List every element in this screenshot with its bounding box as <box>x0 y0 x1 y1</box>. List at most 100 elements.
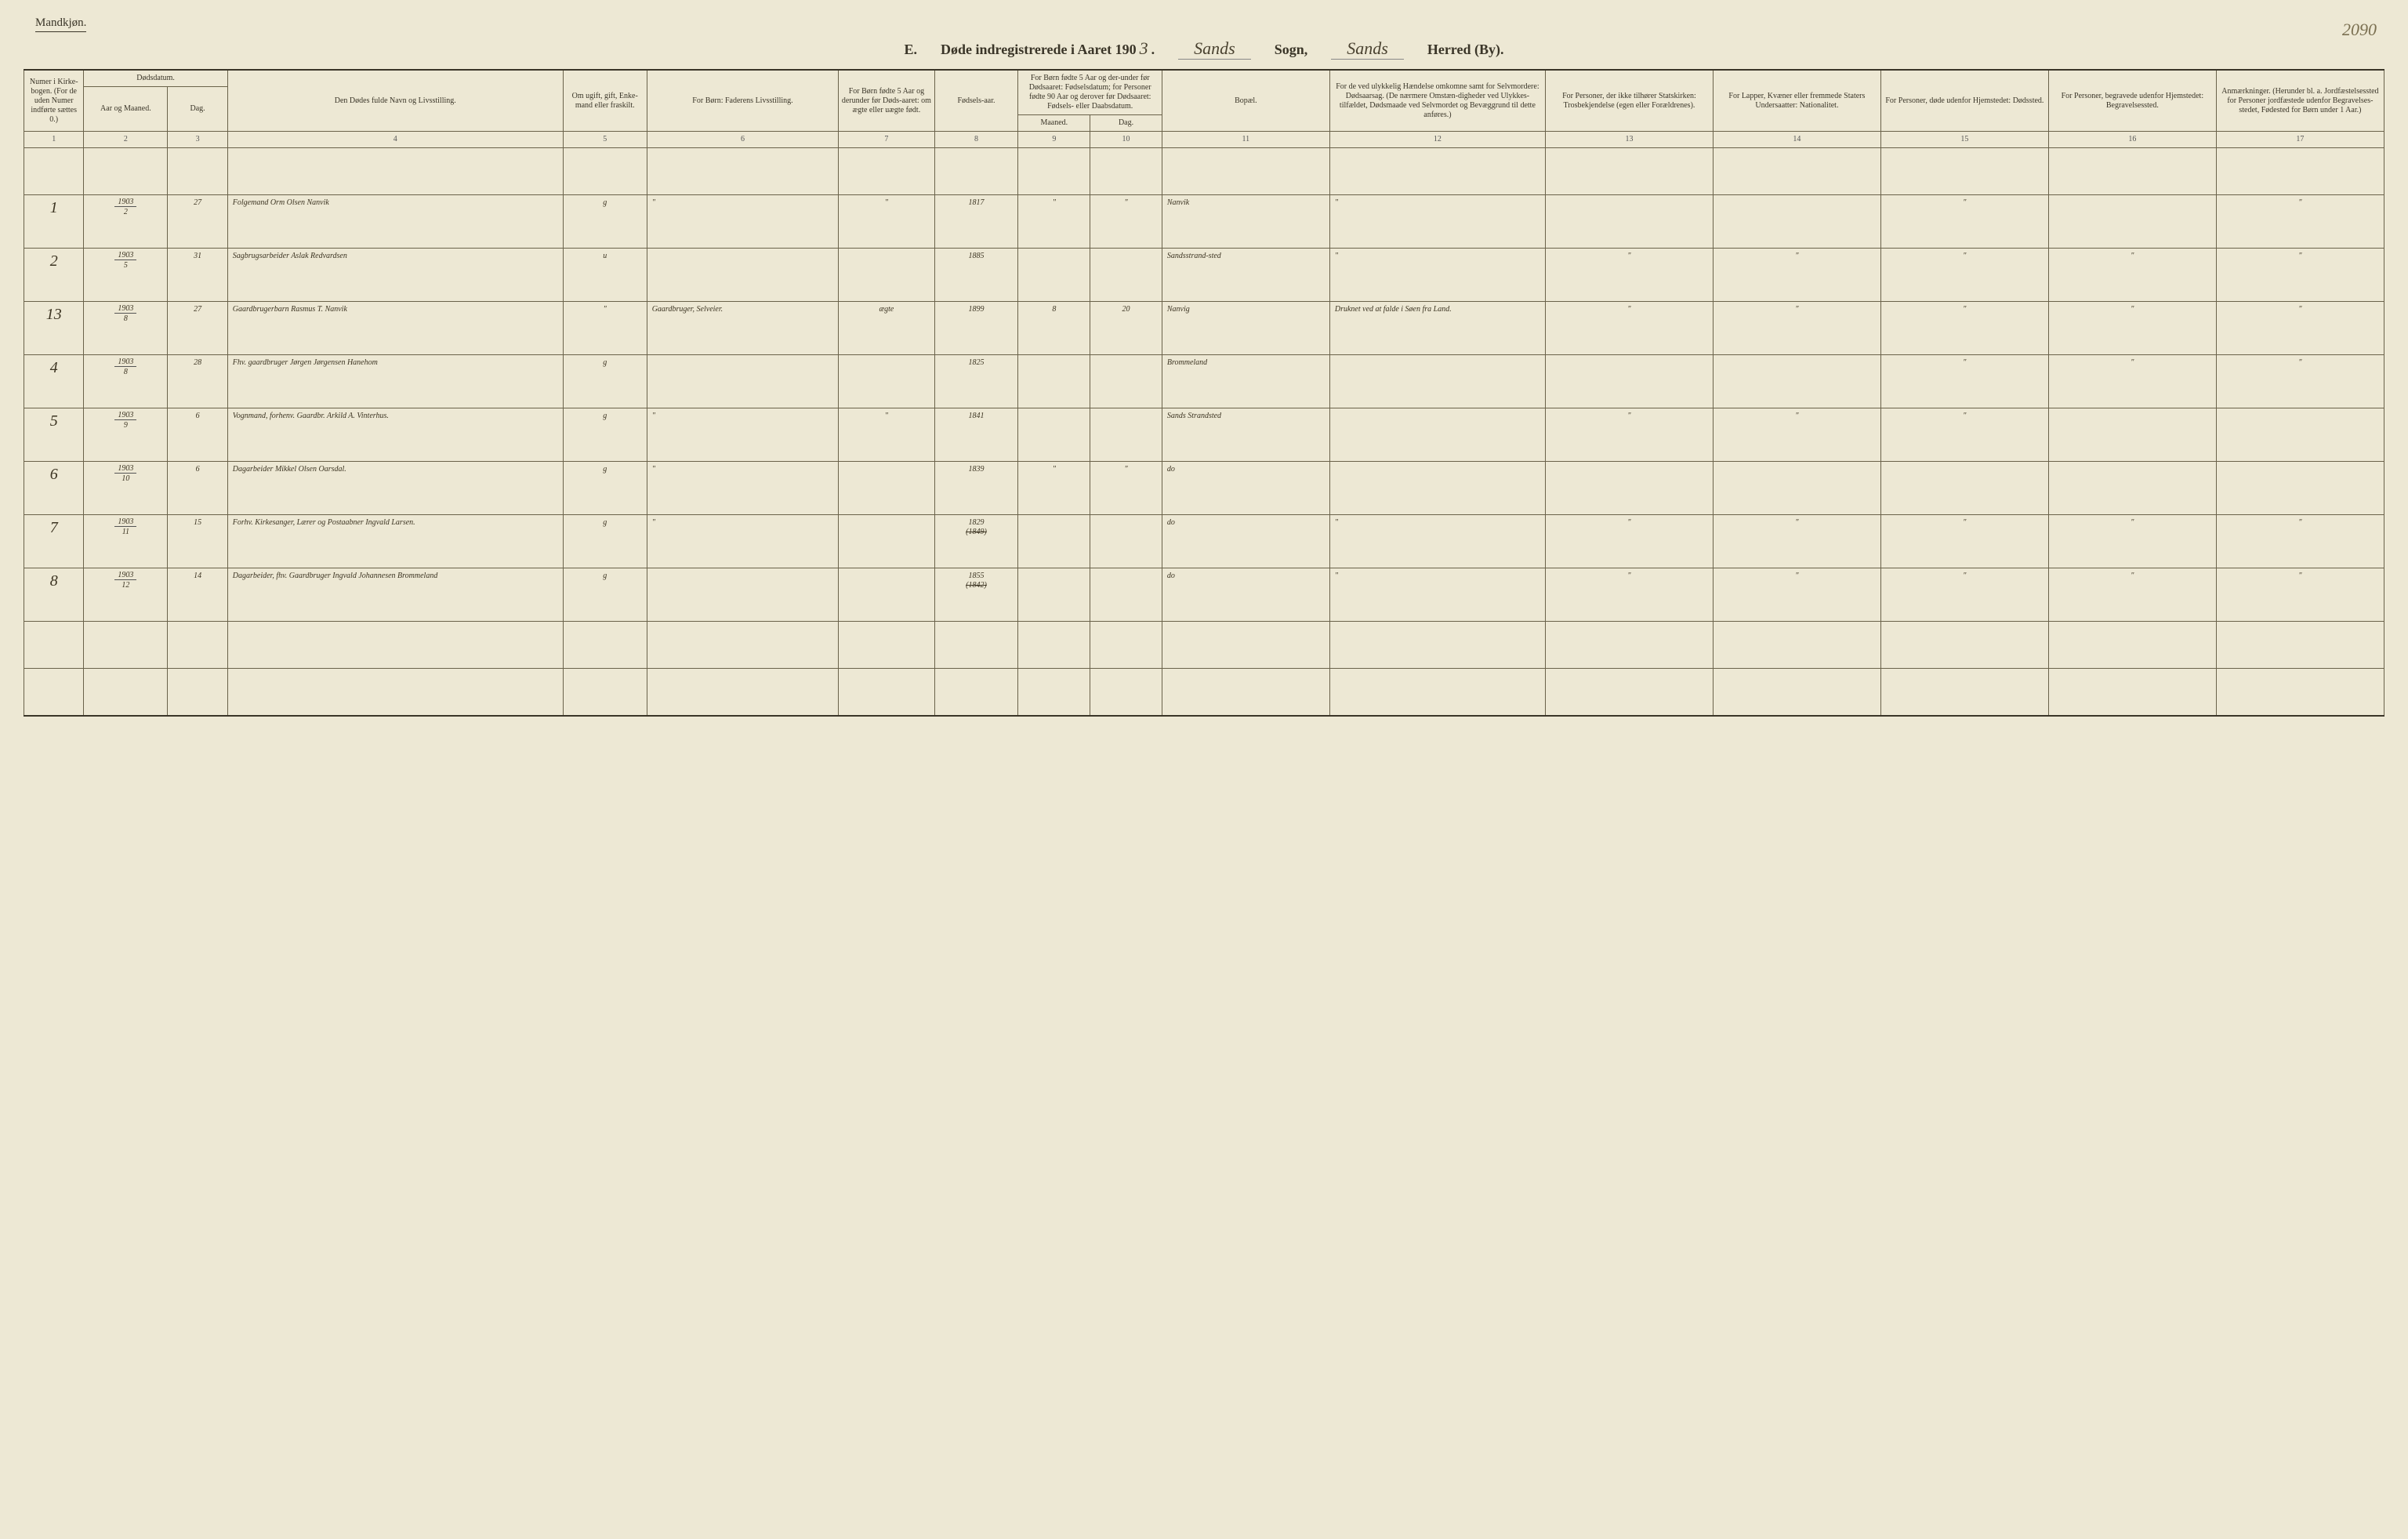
cell: " <box>2048 355 2216 408</box>
column-number: 7 <box>839 132 934 148</box>
cell: 6 <box>24 462 84 515</box>
title-main: Døde indregistrerede i Aaret 1903. <box>941 38 1155 59</box>
cell <box>563 622 647 669</box>
cell: 2 <box>24 249 84 302</box>
cell <box>839 669 934 716</box>
cell: 19038 <box>84 355 168 408</box>
cell <box>647 568 839 622</box>
cell: " <box>2216 515 2384 568</box>
cell <box>2048 408 2216 462</box>
cell <box>839 249 934 302</box>
title-row: E. Døde indregistrerede i Aaret 1903. Sa… <box>24 38 2384 60</box>
column-number: 12 <box>1329 132 1545 148</box>
cell: 1 <box>24 195 84 249</box>
cell: 6 <box>168 462 227 515</box>
cell: do <box>1162 568 1329 622</box>
cell: " <box>1713 249 1880 302</box>
cell: " <box>2048 249 2216 302</box>
column-number: 16 <box>2048 132 2216 148</box>
column-number: 10 <box>1090 132 1162 148</box>
cell: " <box>2216 568 2384 622</box>
cell: Vognmand, forhenv. Gaardbr. Arkild A. Vi… <box>227 408 563 462</box>
cell: " <box>647 515 839 568</box>
table-row: 11903227Folgemand Orm Olsen Nanvikg""181… <box>24 195 2384 249</box>
cell: 28 <box>168 355 227 408</box>
column-number: 3 <box>168 132 227 148</box>
header-col17: Anmærkninger. (Herunder bl. a. Jordfæste… <box>2216 70 2384 132</box>
column-number: 11 <box>1162 132 1329 148</box>
cell: Nanvig <box>1162 302 1329 355</box>
table-body: 11903227Folgemand Orm Olsen Nanvikg""181… <box>24 148 2384 716</box>
cell: 19035 <box>84 249 168 302</box>
cell: " <box>1880 408 2048 462</box>
cell: " <box>839 408 934 462</box>
cell: g <box>563 355 647 408</box>
column-number: 2 <box>84 132 168 148</box>
cell <box>1329 355 1545 408</box>
cell: " <box>2216 195 2384 249</box>
column-number-row: 1234567891011121314151617 <box>24 132 2384 148</box>
cell: " <box>1090 195 1162 249</box>
cell: 1885 <box>934 249 1018 302</box>
cell: " <box>1018 462 1090 515</box>
cell <box>839 515 934 568</box>
cell <box>2216 669 2384 716</box>
cell: Brommeland <box>1162 355 1329 408</box>
cell: Sands Strandsted <box>1162 408 1329 462</box>
cell: 1829(1849) <box>934 515 1018 568</box>
header-col1: Numer i Kirke-bogen. (For de uden Numer … <box>24 70 84 132</box>
cell: " <box>1713 302 1880 355</box>
cell: g <box>563 408 647 462</box>
cell: 1841 <box>934 408 1018 462</box>
herred-label: Herred (By). <box>1427 42 1504 58</box>
cell <box>227 669 563 716</box>
cell <box>1545 622 1713 669</box>
cell: " <box>1545 568 1713 622</box>
cell <box>1090 669 1162 716</box>
cell <box>1880 669 2048 716</box>
header-col5: Om ugift, gift, Enke-mand eller fraskilt… <box>563 70 647 132</box>
cell: " <box>1329 195 1545 249</box>
cell <box>168 669 227 716</box>
cell: " <box>1545 302 1713 355</box>
cell: " <box>1090 462 1162 515</box>
header-col4: Den Dødes fulde Navn og Livsstilling. <box>227 70 563 132</box>
cell: " <box>1880 302 2048 355</box>
cell <box>84 622 168 669</box>
title-prefix: E. <box>905 42 918 58</box>
cell <box>1090 408 1162 462</box>
cell: " <box>1880 195 2048 249</box>
cell: " <box>2048 302 2216 355</box>
cell <box>1090 568 1162 622</box>
column-number: 4 <box>227 132 563 148</box>
header-dodsdatum: Dødsdatum. <box>84 70 227 87</box>
cell <box>1329 622 1545 669</box>
cell <box>934 669 1018 716</box>
gender-label: Mandkjøn. <box>35 16 86 32</box>
cell: " <box>1329 249 1545 302</box>
cell <box>1162 669 1329 716</box>
cell: u <box>563 249 647 302</box>
header-col7: For Børn fødte 5 Aar og derunder før Død… <box>839 70 934 132</box>
cell: g <box>563 568 647 622</box>
cell: " <box>1880 568 2048 622</box>
header-col2: Aar og Maaned. <box>84 87 168 132</box>
cell <box>168 622 227 669</box>
cell <box>647 669 839 716</box>
cell: " <box>1545 515 1713 568</box>
sogn-label: Sogn, <box>1275 42 1308 58</box>
column-number: 13 <box>1545 132 1713 148</box>
cell: g <box>563 462 647 515</box>
cell: " <box>2048 568 2216 622</box>
cell: 19038 <box>84 302 168 355</box>
cell: g <box>563 515 647 568</box>
register-table: Numer i Kirke-bogen. (For de uden Numer … <box>24 69 2384 717</box>
cell: 6 <box>168 408 227 462</box>
cell <box>2048 669 2216 716</box>
header-col12: For de ved ulykkelig Hændelse omkomne sa… <box>1329 70 1545 132</box>
header-col11: Bopæl. <box>1162 70 1329 132</box>
cell <box>1713 355 1880 408</box>
cell: " <box>2216 249 2384 302</box>
cell <box>1329 669 1545 716</box>
cell: 5 <box>24 408 84 462</box>
